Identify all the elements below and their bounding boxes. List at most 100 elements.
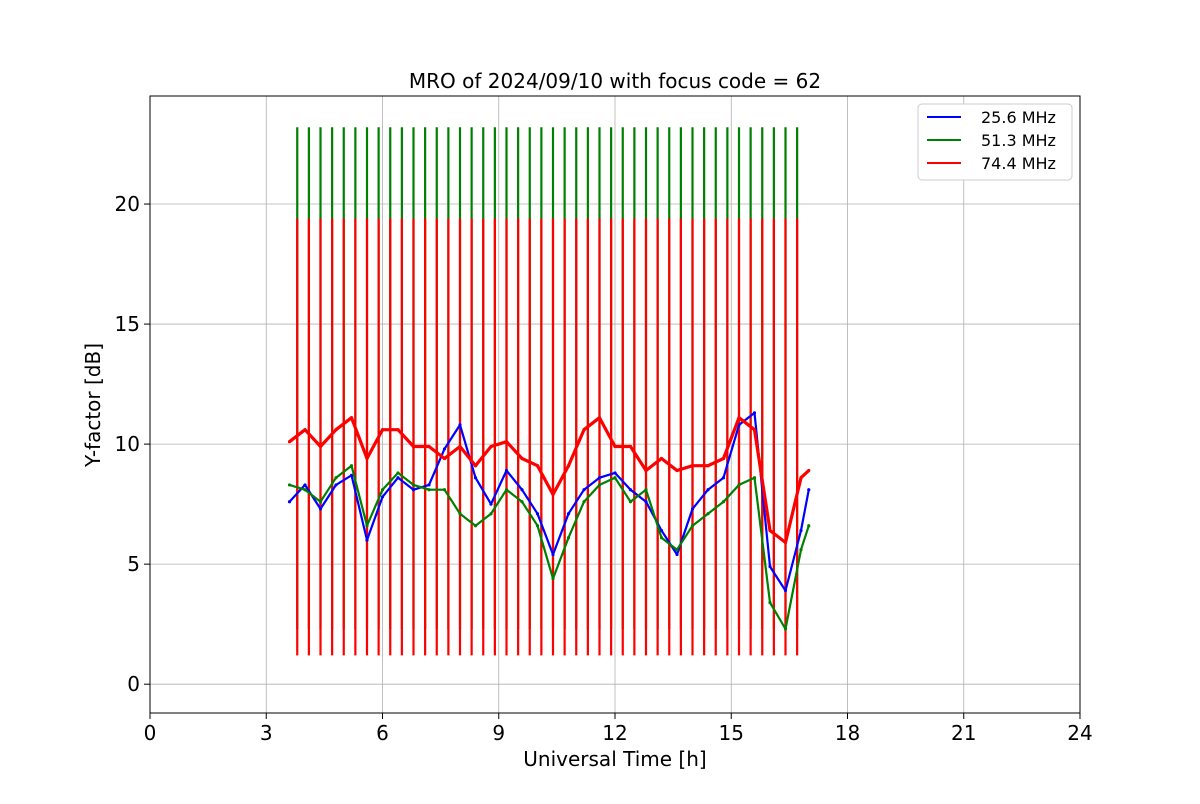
data-point-51-3-mhz bbox=[566, 536, 571, 540]
x-tick-label: 21 bbox=[951, 721, 976, 745]
data-point-74-4-mhz bbox=[318, 444, 323, 449]
y-tick-label: 10 bbox=[115, 432, 140, 456]
data-point-51-3-mhz bbox=[427, 488, 431, 492]
data-point-51-3-mhz bbox=[799, 548, 803, 552]
y-tick-label: 20 bbox=[115, 192, 140, 216]
data-point-51-3-mhz bbox=[659, 536, 664, 540]
x-tick-label: 0 bbox=[144, 721, 157, 745]
data-point-74-4-mhz bbox=[768, 528, 772, 533]
data-point-51-3-mhz bbox=[504, 488, 509, 492]
legend-label-51-3: 51.3 MHz bbox=[981, 131, 1056, 150]
data-point-25-6-mhz bbox=[799, 528, 803, 533]
x-tick-label: 3 bbox=[260, 721, 273, 745]
x-tick-label: 6 bbox=[376, 721, 389, 745]
data-point-51-3-mhz bbox=[721, 500, 726, 504]
data-point-74-4-mhz bbox=[659, 456, 664, 461]
y-axis-label: Y-factor [dB] bbox=[81, 343, 105, 468]
data-point-25-6-mhz bbox=[520, 488, 524, 492]
data-point-25-6-mhz bbox=[365, 538, 369, 542]
data-point-25-6-mhz bbox=[566, 512, 571, 516]
x-tick-label: 15 bbox=[719, 721, 744, 745]
data-point-25-6-mhz bbox=[613, 471, 617, 475]
data-point-51-3-mhz bbox=[489, 512, 493, 516]
data-point-51-3-mhz bbox=[396, 471, 400, 475]
data-point-51-3-mhz bbox=[783, 627, 788, 631]
data-point-51-3-mhz bbox=[349, 464, 354, 468]
data-point-74-4-mhz bbox=[706, 464, 710, 468]
data-point-25-6-mhz bbox=[287, 500, 292, 504]
data-point-51-3-mhz bbox=[613, 476, 617, 480]
data-point-25-6-mhz bbox=[582, 488, 586, 492]
x-axis-label: Universal Time [h] bbox=[523, 747, 706, 771]
data-point-74-4-mhz bbox=[675, 468, 679, 473]
data-point-25-6-mhz bbox=[380, 495, 385, 499]
data-point-74-4-mhz bbox=[473, 464, 478, 468]
data-point-25-6-mhz bbox=[442, 447, 447, 451]
data-point-51-3-mhz bbox=[582, 500, 586, 504]
data-point-51-3-mhz bbox=[318, 500, 323, 504]
data-point-74-4-mhz bbox=[807, 468, 811, 473]
data-point-25-6-mhz bbox=[628, 488, 633, 492]
data-point-25-6-mhz bbox=[659, 528, 664, 533]
data-point-51-3-mhz bbox=[644, 488, 648, 492]
data-point-25-6-mhz bbox=[706, 488, 710, 492]
data-point-51-3-mhz bbox=[365, 524, 369, 528]
legend-box bbox=[917, 103, 1073, 181]
data-point-74-4-mhz bbox=[737, 416, 741, 420]
data-point-51-3-mhz bbox=[628, 500, 633, 504]
data-point-74-4-mhz bbox=[442, 456, 447, 461]
data-point-51-3-mhz bbox=[706, 512, 710, 516]
data-point-74-4-mhz bbox=[551, 492, 555, 497]
data-point-25-6-mhz bbox=[721, 476, 726, 480]
data-point-74-4-mhz bbox=[427, 444, 431, 449]
data-point-74-4-mhz bbox=[349, 416, 354, 420]
data-point-25-6-mhz bbox=[349, 473, 354, 477]
series-layer bbox=[287, 127, 811, 656]
data-point-74-4-mhz bbox=[644, 468, 648, 473]
data-point-74-4-mhz bbox=[613, 444, 617, 449]
y-tick-label: 0 bbox=[127, 672, 140, 696]
data-point-51-3-mhz bbox=[411, 483, 416, 487]
data-point-25-6-mhz bbox=[473, 476, 478, 480]
data-point-25-6-mhz bbox=[396, 476, 400, 480]
data-point-51-3-mhz bbox=[737, 483, 741, 487]
y-tick-label: 5 bbox=[127, 552, 140, 576]
data-point-51-3-mhz bbox=[442, 488, 447, 492]
data-point-74-4-mhz bbox=[628, 444, 633, 449]
data-point-51-3-mhz bbox=[473, 524, 478, 528]
chart-title: MRO of 2024/09/10 with focus code = 62 bbox=[409, 69, 821, 93]
data-point-74-4-mhz bbox=[520, 456, 524, 461]
data-point-51-3-mhz bbox=[334, 476, 338, 480]
legend: 25.6 MHz 51.3 MHz 74.4 MHz bbox=[917, 103, 1073, 181]
data-point-51-3-mhz bbox=[597, 483, 602, 487]
data-point-51-3-mhz bbox=[458, 512, 462, 516]
x-tick-label: 9 bbox=[492, 721, 505, 745]
data-point-74-4-mhz bbox=[690, 464, 695, 468]
data-point-51-3-mhz bbox=[287, 483, 292, 487]
y-tick-label: 15 bbox=[115, 312, 140, 336]
data-point-25-6-mhz bbox=[551, 552, 555, 557]
x-tick-label: 12 bbox=[602, 721, 627, 745]
data-point-74-4-mhz bbox=[582, 428, 586, 432]
data-point-25-6-mhz bbox=[597, 476, 602, 480]
data-point-74-4-mhz bbox=[458, 444, 462, 449]
data-point-74-4-mhz bbox=[752, 428, 757, 432]
data-point-74-4-mhz bbox=[535, 464, 540, 468]
data-point-74-4-mhz bbox=[504, 440, 509, 444]
data-point-51-3-mhz bbox=[535, 524, 540, 528]
data-point-25-6-mhz bbox=[318, 507, 323, 511]
data-point-74-4-mhz bbox=[303, 428, 307, 432]
data-point-25-6-mhz bbox=[427, 483, 431, 487]
data-point-25-6-mhz bbox=[752, 411, 757, 415]
data-point-74-4-mhz bbox=[489, 444, 493, 449]
data-point-25-6-mhz bbox=[783, 588, 788, 593]
data-point-25-6-mhz bbox=[458, 423, 462, 427]
data-point-25-6-mhz bbox=[807, 488, 811, 492]
data-point-74-4-mhz bbox=[566, 464, 571, 468]
data-point-25-6-mhz bbox=[411, 488, 416, 492]
data-point-25-6-mhz bbox=[644, 500, 648, 504]
legend-label-25-6: 25.6 MHz bbox=[981, 108, 1056, 127]
data-point-74-4-mhz bbox=[783, 540, 788, 545]
